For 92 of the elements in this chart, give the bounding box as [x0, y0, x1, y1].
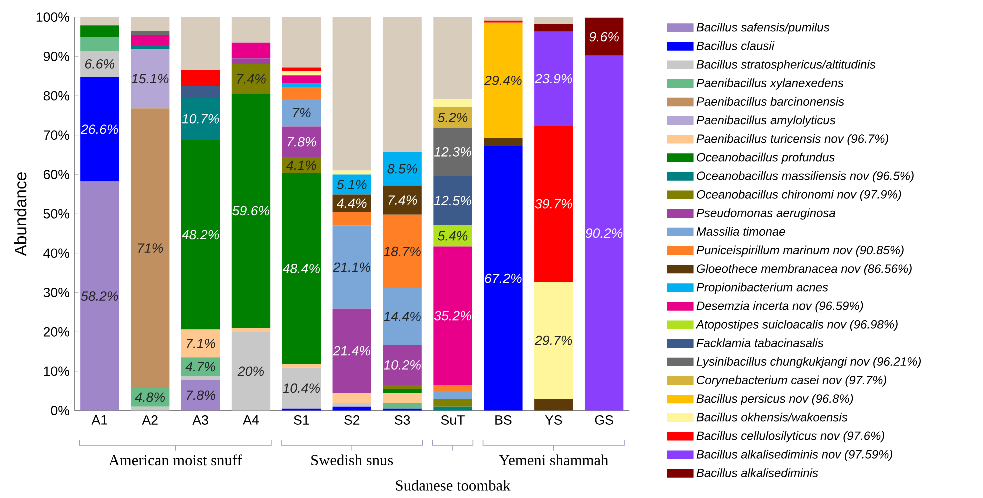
data-label: 18.7% [384, 247, 421, 257]
y-tick-label: 20% [44, 328, 70, 338]
legend-label: Bacillus clausii [696, 42, 775, 51]
data-label: 4.7% [186, 362, 216, 372]
data-label: 58.2% [81, 292, 118, 302]
x-tick-label: S3 [395, 416, 410, 426]
data-label: 7.8% [186, 390, 216, 400]
data-label: 48.4% [282, 264, 320, 274]
y-tick-label: 0% [51, 406, 70, 416]
data-label: 8.5% [388, 164, 418, 174]
data-label: 5.2% [438, 113, 468, 123]
y-tick-label: 100% [36, 12, 70, 22]
data-label: 4.1% [286, 161, 316, 170]
x-tick-label: A4 [243, 416, 260, 425]
text: Swedish snus [312, 455, 394, 466]
data-label: 7.4% [388, 196, 418, 206]
data-label: 12.5% [434, 196, 472, 206]
legend-label: Paenibacillus xylanexedens [696, 78, 844, 90]
legend-label: Oceanobacillus chironomi nov (97.9%) [697, 190, 902, 202]
legend-label: Bacillus alkalisediminis [696, 468, 818, 478]
data-label: 7.8% [288, 138, 316, 148]
text: Sudanese toombak [396, 480, 511, 492]
data-label: 39.7% [535, 200, 572, 210]
legend-label: Bacillus persicus nov (96.8%) [696, 394, 854, 406]
data-label: 29.4% [484, 76, 522, 86]
legend-label: Lysinibacillus chungkukjangi nov (96.21%) [696, 357, 922, 369]
y-tick-label: 50% [44, 210, 70, 220]
x-tick-label: A1 [92, 416, 108, 425]
y-axis-title: Abundance [14, 172, 27, 256]
y-tick-label: 40% [44, 248, 70, 258]
data-label: 15.1% [132, 74, 169, 84]
legend-label: Paenibacillus amylolyticus [696, 116, 836, 128]
legend-label: Gloeothece membranacea nov (86.56%) [697, 264, 912, 276]
legend-label: Desemzia incerta nov (96.59%) [696, 302, 864, 313]
y-tick-label: 90% [44, 52, 70, 62]
legend-label: Corynebacterium casei nov (97.7%) [697, 376, 887, 388]
x-tick-label: GS [595, 416, 614, 426]
legend-label: Atopostipes suicloacalis nov (96.98%) [696, 320, 898, 332]
x-tick-label: BS [496, 416, 512, 426]
legend-label: Massilia timonae [696, 227, 786, 236]
text: Yemeni shammah [499, 455, 609, 466]
x-tick-label: A2 [142, 416, 158, 426]
data-label: 14.4% [384, 312, 421, 322]
data-label: 5.4% [438, 232, 468, 242]
data-label: 7.4% [237, 74, 266, 84]
data-label: 59.6% [232, 206, 270, 216]
data-label: 21.1% [333, 262, 370, 272]
data-label: 4.4% [337, 199, 367, 208]
data-label: 4.8% [135, 392, 165, 402]
data-label: 7.1% [186, 339, 216, 349]
legend-label: Paenibacillus turicensis nov (96.7%) [696, 134, 889, 146]
legend-label: Propionibacterium acnes [696, 283, 828, 294]
legend-label: Bacillus alkalisediminis nov (97.59%) [696, 450, 893, 462]
legend-label: Puniceispirillum marinum nov (90.85%) [696, 246, 904, 258]
data-label: 10.2% [384, 360, 421, 370]
data-label: 6.6% [85, 60, 115, 70]
legend-label: Oceanobacillus profundus [697, 153, 835, 164]
y-tick-label: 80% [44, 92, 70, 101]
legend-label: Facklamia tabacinasalis [696, 338, 824, 348]
data-label: 90.2% [586, 228, 623, 238]
x-tick-label: A3 [192, 416, 208, 426]
data-label: 35.2% [434, 312, 472, 321]
data-label: 5.1% [337, 180, 367, 190]
data-label: 9.6% [590, 32, 619, 42]
data-label: 10.7% [182, 114, 220, 124]
y-tick-label: 60% [44, 170, 70, 180]
text: American moist snuff [108, 454, 242, 466]
legend-label: Pseudomonas aeruginosa [696, 208, 836, 220]
data-label: 48.2% [182, 230, 220, 240]
legend-label: Bacillus cellulosilyticus nov (97.6%) [696, 432, 884, 443]
data-label: 67.2% [485, 274, 522, 284]
data-label: 23.9% [534, 74, 572, 84]
data-label: 7% [293, 108, 311, 118]
y-tick-label: 30% [44, 288, 70, 298]
data-label: 12.3% [434, 148, 472, 158]
y-tick-label: 70% [44, 130, 70, 140]
data-label: 26.6% [80, 125, 118, 134]
legend-label: Bacillus stratosphericus/altitudinis [696, 60, 876, 72]
legend-label: Oceanobacillus massiliensis nov (96.5%) [697, 172, 914, 183]
data-label: 20% [238, 366, 264, 376]
data-label: 21.4% [333, 346, 370, 356]
x-tick-label: S2 [344, 416, 360, 426]
legend-label: Bacillus safensis/pumilus [696, 23, 830, 34]
data-label: 29.7% [534, 336, 572, 346]
legend-label: Bacillus okhensis/wakoensis [696, 413, 848, 422]
x-tick-label: SuT [441, 416, 465, 426]
data-label: 71% [138, 244, 164, 254]
x-tick-label: YS [545, 416, 562, 426]
legend-label: Paenibacillus barcinonensis [696, 97, 844, 106]
x-tick-label: S1 [294, 416, 310, 426]
data-label: 10.4% [283, 384, 320, 394]
y-tick-label: 10% [44, 366, 70, 376]
